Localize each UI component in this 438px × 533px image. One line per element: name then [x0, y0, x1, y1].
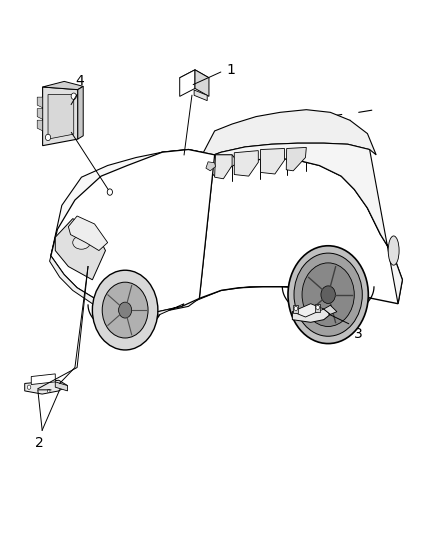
Polygon shape [180, 70, 195, 96]
Circle shape [71, 93, 76, 100]
Polygon shape [206, 162, 215, 171]
Bar [293, 305, 298, 313]
Polygon shape [48, 94, 74, 139]
Circle shape [46, 134, 51, 141]
Circle shape [27, 385, 31, 389]
Circle shape [294, 253, 362, 336]
Polygon shape [195, 70, 209, 96]
Circle shape [321, 286, 336, 303]
Polygon shape [68, 216, 108, 251]
Polygon shape [37, 109, 42, 119]
Text: 4: 4 [76, 75, 85, 88]
Circle shape [288, 246, 368, 344]
Polygon shape [286, 148, 306, 171]
Circle shape [47, 389, 50, 392]
Polygon shape [37, 97, 42, 108]
Polygon shape [234, 151, 258, 176]
Polygon shape [55, 219, 106, 280]
Circle shape [316, 305, 319, 310]
Circle shape [102, 282, 148, 338]
Polygon shape [51, 150, 403, 312]
Polygon shape [78, 86, 83, 139]
Polygon shape [199, 110, 376, 160]
Circle shape [294, 306, 297, 311]
Polygon shape [51, 150, 215, 312]
Text: 3: 3 [353, 327, 362, 341]
Polygon shape [199, 155, 239, 176]
Text: 1: 1 [227, 63, 236, 77]
Polygon shape [194, 90, 207, 101]
Polygon shape [25, 380, 67, 394]
Polygon shape [31, 374, 55, 384]
Polygon shape [292, 304, 324, 317]
Polygon shape [292, 309, 330, 322]
Polygon shape [51, 150, 215, 312]
Polygon shape [180, 70, 209, 86]
Polygon shape [37, 120, 42, 131]
Circle shape [119, 302, 132, 318]
Ellipse shape [388, 236, 399, 265]
Bar [315, 304, 320, 312]
Polygon shape [215, 155, 232, 179]
Text: 2: 2 [35, 435, 43, 449]
Polygon shape [49, 256, 184, 316]
Circle shape [92, 270, 158, 350]
Ellipse shape [73, 236, 90, 249]
Polygon shape [261, 149, 285, 174]
Polygon shape [324, 305, 337, 314]
Circle shape [107, 189, 113, 195]
Polygon shape [42, 87, 78, 146]
Circle shape [302, 263, 354, 327]
Polygon shape [42, 82, 83, 90]
Polygon shape [55, 382, 67, 391]
Polygon shape [199, 143, 403, 304]
